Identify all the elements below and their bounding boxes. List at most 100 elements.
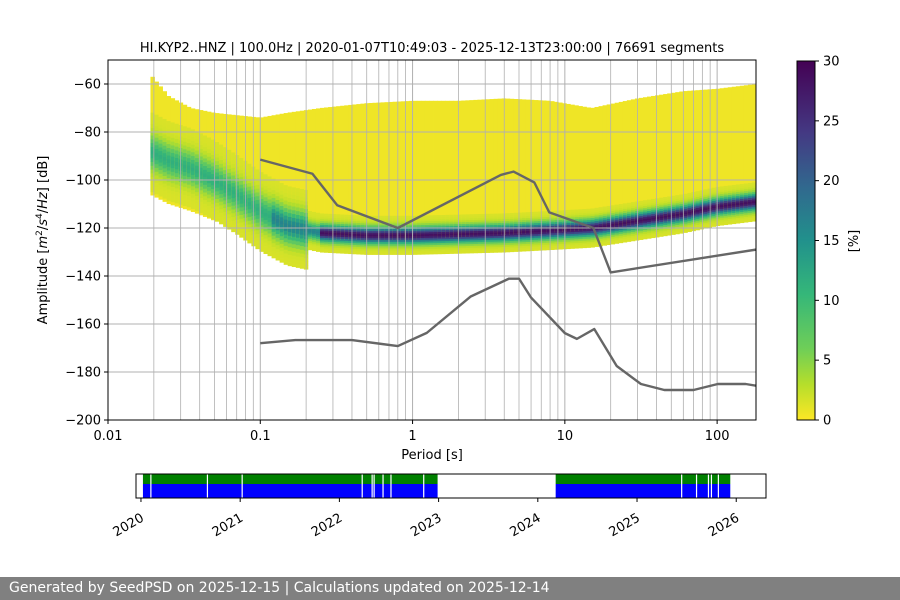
- heatmap-cell: [493, 224, 499, 227]
- heatmap-cell: [198, 197, 204, 202]
- heatmap-cell: [194, 146, 200, 151]
- heatmap-cell: [215, 217, 220, 222]
- heatmap-cell: [517, 219, 523, 223]
- heatmap-cell: [392, 217, 398, 220]
- heatmap-cell: [352, 216, 357, 220]
- heatmap-cell: [659, 94, 664, 224]
- heatmap-cell: [659, 221, 664, 224]
- heatmap-cell: [239, 169, 244, 174]
- heatmap-cell: [659, 218, 664, 221]
- heatmap-cell: [295, 263, 301, 268]
- heatmap-cell: [416, 232, 422, 235]
- heatmap-cell: [255, 207, 260, 212]
- heatmap-cell: [332, 215, 337, 219]
- heatmap-cell: [267, 244, 272, 249]
- heatmap-cell: [271, 227, 276, 232]
- heatmap-cell: [614, 215, 620, 218]
- heatmap-cell: [469, 247, 474, 250]
- heatmap-cell: [360, 222, 365, 226]
- heatmap-cell: [307, 218, 313, 221]
- heatmap-cell: [336, 247, 341, 250]
- heatmap-cell: [408, 243, 414, 246]
- heatmap-cell: [497, 241, 503, 244]
- heatmap-cell: [150, 146, 155, 151]
- heatmap-cell: [630, 203, 636, 207]
- heatmap-cell: [198, 148, 204, 153]
- heatmap-cell: [509, 249, 515, 253]
- heatmap-cell: [542, 235, 547, 238]
- heatmap-cell: [372, 250, 377, 254]
- heatmap-cell: [727, 209, 733, 212]
- heatmap-cell: [687, 90, 692, 220]
- heatmap-cell: [239, 165, 244, 170]
- heatmap-cell: [198, 201, 204, 206]
- heatmap-cell: [170, 186, 176, 191]
- heatmap-cell: [485, 221, 490, 224]
- heatmap-cell: [263, 204, 268, 209]
- heatmap-cell: [586, 208, 591, 211]
- heatmap-cell: [679, 196, 684, 199]
- heatmap-cell: [505, 248, 511, 251]
- heatmap-cell: [299, 200, 305, 205]
- heatmap-cell: [219, 212, 224, 217]
- heatmap-cell: [477, 219, 482, 222]
- heatmap-cell: [751, 215, 756, 218]
- heatmap-cell: [307, 248, 313, 251]
- heatmap-cell: [215, 194, 220, 200]
- heatmap-cell: [194, 142, 200, 147]
- heatmap-cell: [614, 236, 620, 239]
- heatmap-cell: [275, 218, 281, 223]
- heatmap-cell: [158, 154, 163, 159]
- heatmap-cell: [328, 247, 333, 250]
- heatmap-cell: [590, 212, 595, 215]
- heatmap-cell: [150, 127, 155, 132]
- heatmap-cell: [719, 193, 725, 196]
- heatmap-cell: [400, 245, 406, 248]
- heatmap-cell: [392, 252, 398, 255]
- heatmap-cell: [166, 128, 172, 133]
- heatmap-cell: [626, 208, 632, 211]
- heatmap-cell: [667, 201, 672, 205]
- heatmap-cell: [449, 227, 454, 230]
- heatmap-cell: [166, 151, 172, 156]
- heatmap-cell: [356, 219, 361, 222]
- heatmap-cell: [287, 239, 293, 244]
- heatmap-cell: [239, 214, 244, 219]
- heatmap-cell: [618, 224, 624, 227]
- heatmap-cell: [695, 215, 700, 218]
- heatmap-cell: [170, 141, 176, 146]
- heatmap-cell: [731, 214, 737, 217]
- heatmap-cell: [659, 223, 664, 226]
- heatmap-cell: [715, 216, 721, 219]
- heatmap-cell: [723, 87, 729, 217]
- heatmap-cell: [731, 192, 737, 195]
- heatmap-cell: [719, 214, 725, 217]
- heatmap-cell: [437, 235, 442, 238]
- heatmap-cell: [424, 246, 430, 249]
- heatmap-cell: [372, 247, 377, 250]
- heatmap-cell: [715, 188, 721, 191]
- heatmap-cell: [642, 202, 648, 205]
- heatmap-cell: [194, 172, 200, 178]
- heatmap-cell: [582, 225, 587, 228]
- heatmap-cell: [651, 210, 656, 213]
- heatmap-cell: [586, 232, 591, 235]
- heatmap-cell: [287, 209, 293, 214]
- heatmap-cell: [578, 224, 583, 227]
- heatmap-cell: [433, 215, 438, 218]
- heatmap-cell: [711, 189, 717, 192]
- heatmap-cell: [747, 218, 753, 221]
- heatmap-cell: [235, 189, 240, 194]
- heatmap-cell: [550, 247, 555, 250]
- heatmap-cell: [642, 203, 648, 207]
- heatmap-cell: [166, 170, 172, 175]
- heatmap-cell: [602, 105, 608, 230]
- heatmap-cell: [683, 219, 688, 222]
- heatmap-cell: [457, 236, 462, 239]
- heatmap-cell: [267, 240, 272, 245]
- heatmap-cell: [618, 237, 624, 240]
- heatmap-cell: [194, 176, 200, 181]
- heatmap-cell: [542, 216, 547, 220]
- heatmap-cell: [162, 145, 167, 150]
- heatmap-cell: [489, 219, 494, 222]
